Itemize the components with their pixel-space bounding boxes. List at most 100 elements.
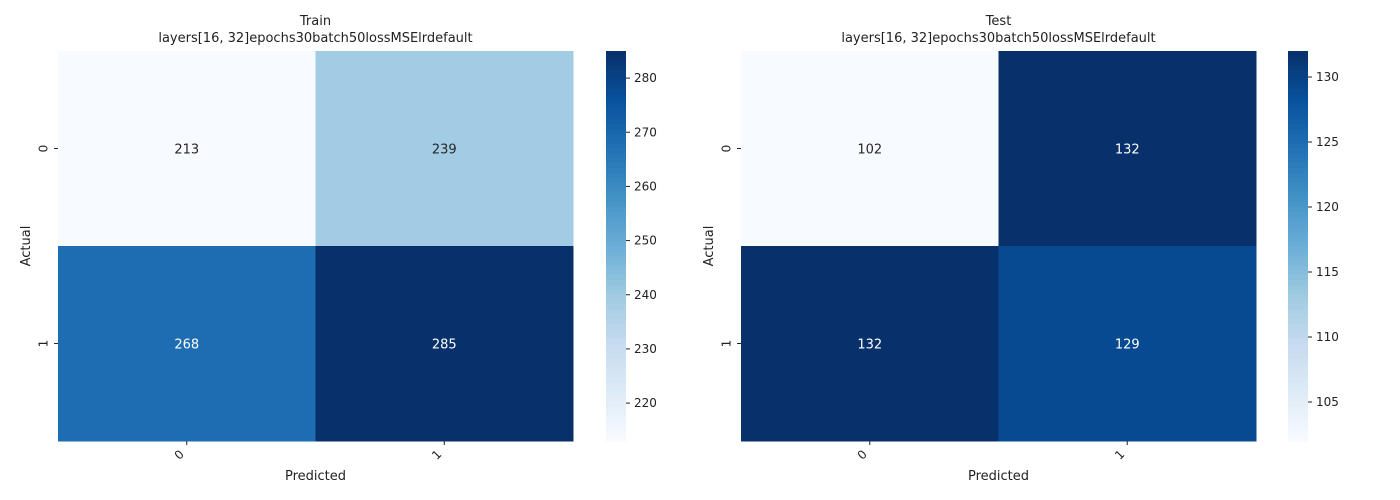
colorbar-segment xyxy=(606,60,626,67)
colorbar-segment xyxy=(606,363,626,369)
colorbar-segment xyxy=(606,275,626,281)
colorbar-segment xyxy=(606,367,626,374)
colorbar-segment xyxy=(1288,416,1308,423)
colorbar-segment xyxy=(606,270,626,276)
x-tick-label: 0 xyxy=(172,447,187,462)
colorbar-segment xyxy=(1288,289,1308,296)
colorbar-segment xyxy=(1288,55,1308,62)
colorbar-segment xyxy=(606,436,626,442)
colorbar-segment xyxy=(1288,265,1308,271)
colorbar-segment xyxy=(606,382,626,388)
colorbar-segment xyxy=(1288,163,1308,169)
colorbar-segment xyxy=(606,372,626,379)
colorbar-segment xyxy=(606,289,626,296)
colorbar-segment xyxy=(1288,431,1308,437)
colorbar-segment xyxy=(606,304,626,310)
colorbar-segment xyxy=(1288,236,1308,242)
colorbar-segment xyxy=(1288,226,1308,232)
colorbar-segment xyxy=(1288,367,1308,374)
colorbar-segment xyxy=(606,75,626,81)
colorbar-segment xyxy=(1288,299,1308,306)
colorbar-segment xyxy=(1288,343,1308,349)
colorbar-segment xyxy=(606,333,626,340)
colorbar-segment xyxy=(606,406,626,413)
colorbar-segment xyxy=(606,197,626,203)
colorbar-segment xyxy=(606,55,626,62)
colorbar-segment xyxy=(606,416,626,423)
cell-value-label: 132 xyxy=(857,338,882,353)
heatmap-cell-1-0 xyxy=(741,246,999,442)
x-tick-label: 1 xyxy=(429,447,444,462)
colorbar-segment xyxy=(606,153,626,159)
colorbar-segment xyxy=(1288,358,1308,364)
colorbar-segment xyxy=(606,377,626,384)
colorbar-segment xyxy=(1288,104,1308,111)
colorbar-segment xyxy=(1288,85,1308,91)
colorbar-segment xyxy=(1288,363,1308,369)
colorbar-segment xyxy=(606,207,626,213)
colorbar-segment xyxy=(606,85,626,91)
colorbar-segment xyxy=(1288,70,1308,76)
colorbar-segment xyxy=(606,265,626,271)
colorbar-segment xyxy=(606,99,626,106)
colorbar-segment xyxy=(606,260,626,267)
colorbar-segment xyxy=(1288,275,1308,281)
colorbar-tick-label: 220 xyxy=(634,396,657,410)
heatmap-cell-0-0 xyxy=(741,51,999,247)
colorbar-segment xyxy=(606,168,626,174)
colorbar-segment xyxy=(1288,75,1308,81)
colorbar-segment xyxy=(1288,51,1308,57)
cell-value-label: 213 xyxy=(174,143,199,158)
colorbar-tick-label: 240 xyxy=(634,288,657,302)
colorbar-segment xyxy=(1288,197,1308,203)
colorbar-segment xyxy=(1288,202,1308,208)
heatmap-cell-0-1 xyxy=(315,51,574,247)
colorbar-segment xyxy=(1288,143,1308,150)
colorbar-segment xyxy=(1288,280,1308,286)
colorbar-segment xyxy=(606,299,626,306)
colorbar-tick-label: 280 xyxy=(634,71,657,85)
x-tick-label: 0 xyxy=(855,447,870,462)
colorbar-segment xyxy=(606,338,626,345)
heatmap-cell-1-1 xyxy=(998,246,1257,442)
colorbar-segment xyxy=(1288,333,1308,340)
colorbar-segment xyxy=(606,285,626,291)
colorbar-segment xyxy=(606,397,626,403)
colorbar-segment xyxy=(606,70,626,76)
heatmap-panel-test: Test layers[16, 32]epochs30batch50lossMSE… xyxy=(702,14,1339,484)
colorbar-segment xyxy=(1288,328,1308,335)
colorbar-segment xyxy=(1288,241,1308,247)
chart-title: Test xyxy=(985,14,1012,29)
colorbar-segment xyxy=(1288,392,1308,398)
colorbar-segment xyxy=(606,250,626,257)
x-axis-label: Predicted xyxy=(285,469,346,484)
chart-subtitle: layers[16, 32]epochs30batch50lossMSElrde… xyxy=(158,31,472,46)
colorbar-segment xyxy=(1288,221,1308,228)
colorbar-segment xyxy=(1288,153,1308,159)
colorbar-segment xyxy=(606,402,626,408)
colorbar-tick-label: 110 xyxy=(1316,330,1339,344)
colorbar-segment xyxy=(1288,246,1308,252)
colorbar: 220 230 240 250 260 270 280 xyxy=(606,51,657,442)
colorbar-segment xyxy=(1288,377,1308,384)
colorbar-segment xyxy=(606,211,626,218)
colorbar-segment xyxy=(606,328,626,335)
colorbar-segment xyxy=(606,163,626,169)
colorbar-segment xyxy=(606,94,626,101)
colorbar-segment xyxy=(606,148,626,154)
colorbar-segment xyxy=(1288,80,1308,86)
colorbar-segment xyxy=(606,143,626,150)
colorbar-segment xyxy=(1288,285,1308,291)
colorbar-segment xyxy=(606,104,626,111)
colorbar-segment xyxy=(606,348,626,354)
colorbar-segment xyxy=(606,358,626,364)
colorbar-segment xyxy=(1288,99,1308,106)
colorbar-segment xyxy=(1288,260,1308,267)
colorbar-segment xyxy=(1288,182,1308,189)
colorbar-segment xyxy=(606,90,626,96)
x-tick-label: 1 xyxy=(1112,447,1127,462)
colorbar-tick-label: 125 xyxy=(1316,135,1339,149)
colorbar-segment xyxy=(606,172,626,179)
colorbar-segment xyxy=(1288,436,1308,442)
